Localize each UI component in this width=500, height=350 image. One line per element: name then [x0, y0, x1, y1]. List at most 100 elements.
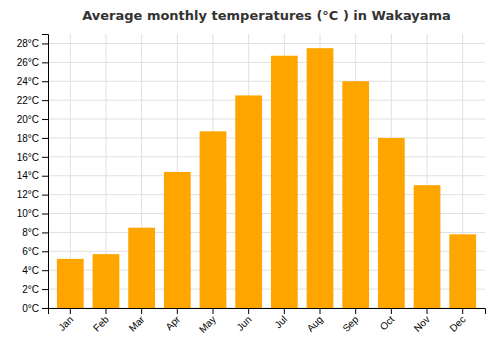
y-tick-mark — [42, 251, 48, 252]
x-tick-label: Oct — [378, 314, 397, 333]
x-tick-mark — [105, 308, 106, 314]
x-tick: Jan — [56, 308, 75, 333]
y-tick-mark — [42, 119, 48, 120]
x-tick-label: Jun — [234, 314, 253, 333]
y-tick-label: 26°C — [17, 57, 39, 68]
chart-title: Average monthly temperatures (°C ) in Wa… — [82, 8, 451, 23]
y-tick: 12°C — [17, 189, 48, 200]
grid-line-y — [48, 100, 485, 101]
bar — [271, 56, 298, 308]
x-tick-label: Dec — [447, 314, 467, 334]
x-tick-mark — [248, 308, 249, 314]
y-tick: 22°C — [17, 95, 48, 106]
y-tick-label: 2°C — [22, 284, 39, 295]
grid — [48, 34, 485, 308]
x-axis: JanFebMarAprMayJunJulAugSepOctNovDec — [49, 308, 486, 335]
x-tick-mark — [284, 308, 285, 314]
y-tick-label: 14°C — [17, 170, 39, 181]
grid-line-y — [48, 62, 485, 63]
x-tick-label: Sep — [340, 313, 361, 334]
bar — [57, 259, 84, 308]
grid-line-y — [48, 43, 485, 44]
x-tick-label: Apr — [163, 313, 182, 332]
y-tick: 26°C — [17, 57, 48, 68]
y-tick-mark — [42, 100, 48, 101]
x-tick-mark — [320, 308, 321, 314]
y-tick-mark — [42, 289, 48, 290]
x-tick-mark — [70, 308, 71, 314]
bar — [449, 234, 476, 308]
x-tick-label: Aug — [305, 314, 325, 334]
y-tick-label: 8°C — [22, 227, 39, 238]
x-tick: Feb — [91, 308, 111, 334]
bar — [235, 95, 262, 308]
x-tick-label: Feb — [91, 313, 111, 333]
x-tick-label: May — [197, 314, 218, 335]
y-tick: 10°C — [17, 208, 48, 219]
bar — [93, 254, 120, 308]
x-tick: Jul — [272, 308, 289, 330]
y-axis-line — [42, 35, 49, 309]
y-tick-mark — [42, 176, 48, 177]
y-tick-mark — [42, 138, 48, 139]
grid-line-y — [48, 119, 485, 120]
bar — [128, 228, 155, 308]
grid-line-y — [48, 81, 485, 82]
y-tick-mark — [42, 308, 48, 309]
x-tick-mark — [427, 308, 428, 314]
chart-container: 0°C 2°C 4°C 6°C 8°C 10°C 12°C 14°C 16°C 18°C 20°C 2… — [0, 0, 500, 350]
x-tick-mark — [462, 308, 463, 314]
x-tick-mark — [355, 308, 356, 314]
y-tick-label: 10°C — [17, 208, 39, 219]
y-tick-label: 12°C — [17, 189, 39, 200]
x-tick-mark — [391, 308, 392, 314]
y-tick: 4°C — [22, 265, 48, 276]
y-tick-label: 18°C — [17, 133, 39, 144]
y-tick: 2°C — [22, 284, 48, 295]
y-tick: 8°C — [22, 227, 48, 238]
y-tick-mark — [42, 232, 48, 233]
y-tick-mark — [42, 214, 48, 215]
x-tick-mark — [177, 308, 178, 314]
y-tick-label: 0°C — [22, 303, 39, 314]
chart-svg: 0°C 2°C 4°C 6°C 8°C 10°C 12°C 14°C 16°C 18°C 20°C 2… — [0, 0, 500, 350]
y-tick: 20°C — [17, 114, 48, 125]
y-tick-label: 6°C — [22, 246, 39, 257]
y-tick-label: 16°C — [17, 152, 39, 163]
x-tick: Oct — [378, 308, 397, 332]
x-tick: Jun — [234, 308, 253, 333]
x-axis-line — [49, 309, 486, 315]
x-tick: Dec — [447, 308, 467, 334]
y-tick: 18°C — [17, 133, 48, 144]
y-tick: 16°C — [17, 152, 48, 163]
y-tick-label: 28°C — [17, 38, 39, 49]
y-tick-mark — [42, 270, 48, 271]
y-tick-mark — [42, 81, 48, 82]
x-tick: Aug — [305, 308, 325, 334]
y-tick-label: 24°C — [17, 76, 39, 87]
x-tick: Mar — [127, 308, 147, 334]
y-tick-mark — [42, 43, 48, 44]
bar — [414, 185, 441, 308]
y-tick-label: 22°C — [17, 95, 39, 106]
bar — [342, 81, 369, 308]
bar — [378, 138, 405, 308]
y-axis: 0°C 2°C 4°C 6°C 8°C 10°C 12°C 14°C 16°C 18°C 20°C 2… — [17, 35, 49, 314]
x-tick: May — [197, 308, 218, 335]
y-tick-mark — [42, 157, 48, 158]
y-tick-mark — [42, 62, 48, 63]
y-tick: 14°C — [17, 170, 48, 181]
x-tick-label: Jul — [272, 314, 289, 331]
bar — [200, 131, 227, 308]
y-tick: 6°C — [22, 246, 48, 257]
y-tick-mark — [42, 195, 48, 196]
y-tick: 24°C — [17, 76, 48, 87]
grid-line-y — [48, 175, 485, 176]
bars — [57, 48, 476, 308]
x-tick: Sep — [340, 308, 361, 334]
y-tick-label: 20°C — [17, 114, 39, 125]
y-tick-label: 4°C — [22, 265, 39, 276]
grid-line-y — [48, 137, 485, 138]
bar — [164, 172, 191, 308]
x-tick-mark — [141, 308, 142, 314]
